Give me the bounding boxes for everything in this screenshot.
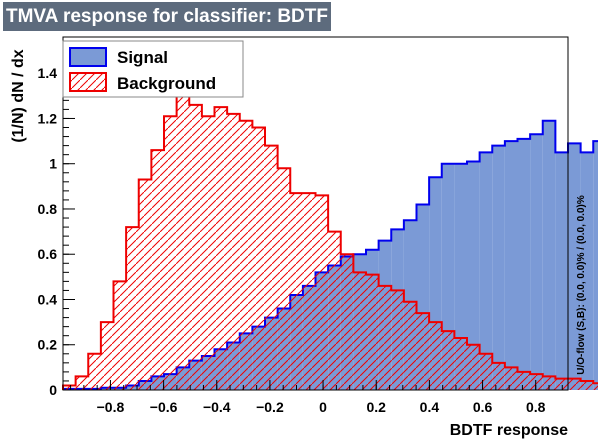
background-bin [467, 344, 480, 390]
legend-background-label: Background [117, 74, 216, 93]
x-tick-label: 0 [319, 399, 327, 415]
background-bin [441, 331, 455, 390]
background-bin [353, 272, 366, 390]
overflow-label: U/O-flow (S,B): (0.0, 0.0)% / (0.0, 0.0)… [576, 195, 587, 375]
y-tick-label: 1.2 [38, 110, 58, 126]
background-bin [277, 168, 291, 390]
background-bin [429, 322, 442, 390]
y-tick-label: 1 [49, 156, 57, 172]
background-bin [239, 120, 253, 390]
signal-bin [580, 152, 594, 390]
background-bin [378, 285, 392, 390]
background-bin [580, 380, 594, 390]
signal-bin [504, 141, 518, 390]
signal-bin [492, 145, 505, 390]
background-bin [265, 145, 278, 390]
background-bin [100, 322, 114, 390]
x-tick-label: −0.6 [150, 399, 178, 415]
signal-bin [479, 152, 493, 390]
plot-area [62, 74, 598, 391]
legend-signal-label: Signal [117, 48, 168, 67]
y-tick-label: 1.4 [38, 65, 58, 81]
chart-title: TMVA response for classifier: BDTF [3, 2, 331, 31]
background-bin [189, 104, 202, 390]
background-bin [214, 107, 228, 391]
background-bin [151, 150, 164, 390]
axes: −0.8 −0.6 −0.4 −0.2 0 0.2 0.4 0.6 0.8 0 0.2 0.4 0.6 0… [38, 36, 569, 415]
background-bin [302, 193, 316, 390]
x-axis-label: BDTF response [450, 422, 568, 439]
background-bin [542, 376, 556, 390]
x-tick-label: −0.4 [203, 399, 231, 415]
background-bin [138, 179, 152, 390]
x-tick-label: 0.4 [420, 399, 440, 415]
background-bin [593, 383, 598, 390]
background-bin [201, 116, 215, 390]
background-bin [252, 127, 265, 390]
background-bin [479, 353, 493, 390]
signal-bin [530, 134, 543, 390]
background-bin [391, 290, 404, 390]
background-bin [504, 367, 518, 390]
x-tick-label: 0.8 [526, 399, 546, 415]
legend-background-swatch [69, 72, 107, 92]
signal-bin [593, 141, 598, 390]
background-bin [517, 371, 531, 390]
signal-bin [555, 152, 568, 390]
x-tick-label: −0.8 [97, 399, 125, 415]
signal-bin [454, 163, 467, 390]
y-tick-label: 0.6 [38, 246, 58, 262]
y-tick-label: 0.2 [38, 337, 58, 353]
background-bin [290, 193, 303, 390]
background-bin [63, 385, 76, 390]
background-bin [113, 281, 127, 390]
background-bin [416, 313, 430, 390]
background-bin [555, 378, 568, 390]
background-bin [176, 75, 190, 390]
plot-frame [62, 36, 569, 391]
background-bin [492, 362, 505, 390]
background-bin [568, 378, 581, 390]
background-bin [315, 195, 329, 390]
background-bin [340, 254, 354, 390]
background-bin [454, 337, 467, 390]
background-outline [62, 74, 598, 390]
signal-bin [467, 161, 480, 390]
background-bin [403, 301, 417, 390]
x-tick-label: 0.6 [473, 399, 493, 415]
background-bin [328, 231, 341, 390]
signal-bin [517, 138, 531, 390]
signal-bin [568, 143, 581, 390]
background-bin [530, 374, 543, 390]
background-bin [75, 376, 89, 390]
x-tick-label: −0.2 [256, 399, 284, 415]
background-bin [227, 113, 240, 390]
y-tick-label: 0 [49, 382, 57, 398]
y-axis-label: (1/N) dN / dx [10, 49, 27, 142]
y-tick-label: 0.4 [38, 291, 58, 307]
x-tick-label: 0.2 [366, 399, 386, 415]
background-bin [366, 274, 379, 390]
background-series [62, 74, 598, 391]
background-bin [164, 116, 177, 390]
legend: Signal Background [62, 40, 244, 98]
y-tick-label: 0.8 [38, 201, 58, 217]
signal-bin [542, 120, 556, 390]
background-bin [126, 227, 139, 390]
legend-signal-swatch [69, 47, 107, 67]
background-bin [88, 353, 101, 390]
